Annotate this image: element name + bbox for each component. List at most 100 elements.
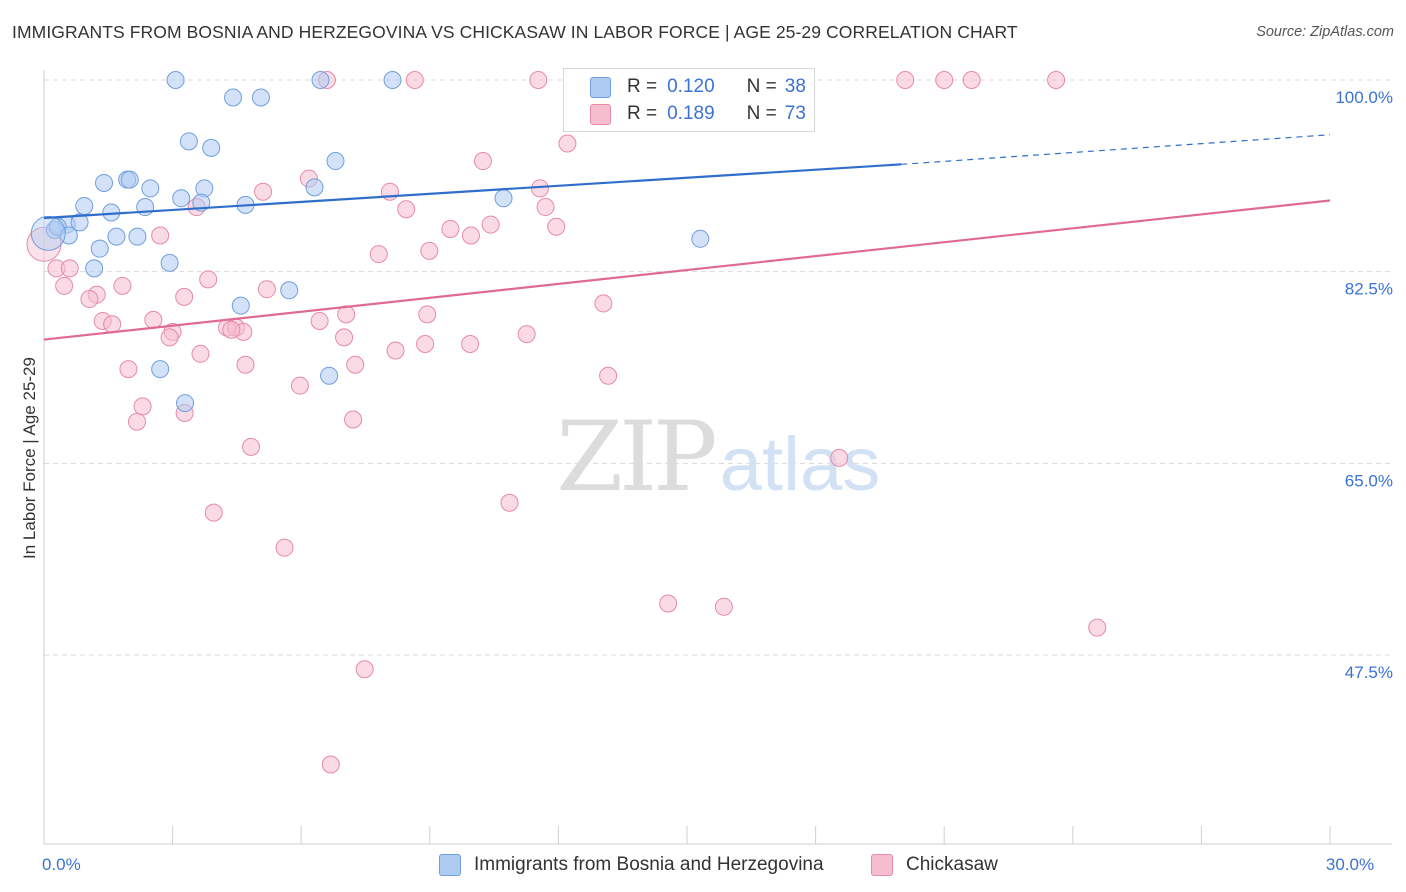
bosnia-point: [494, 189, 513, 208]
bosnia-point: [179, 132, 198, 151]
chickasaw-point: [536, 198, 555, 217]
chickasaw-point: [405, 71, 424, 89]
chickasaw-point: [355, 660, 374, 679]
bosnia-point: [172, 189, 191, 208]
y-axis-label: In Labor Force | Age 25-29: [20, 357, 39, 559]
series-legend: Immigrants from Bosnia and Herzegovina C…: [0, 852, 1406, 878]
tick-labels: 100.0% 82.5% 65.0% 47.5% 0.0% 30.0%: [42, 88, 1393, 874]
x-tick-label: 30.0%: [1326, 855, 1374, 874]
bosnia-point: [231, 296, 250, 315]
chickasaw-point: [191, 344, 210, 363]
y-tick-label: 47.5%: [1345, 663, 1393, 682]
chickasaw-point: [500, 493, 519, 512]
chickasaw-point: [144, 310, 163, 329]
bosnia-point: [75, 196, 94, 215]
bosnia-point: [320, 366, 339, 385]
legend-n-value: 38: [784, 76, 806, 97]
chickasaw-point: [236, 355, 255, 374]
y-tick-label: 100.0%: [1335, 88, 1393, 107]
bosnia-point: [224, 88, 243, 107]
bosnia-point: [90, 239, 109, 258]
chickasaw-point: [416, 334, 435, 353]
chickasaw-point: [344, 410, 363, 429]
bosnia-point: [70, 213, 89, 232]
legend-n-label: N =: [746, 103, 777, 124]
y-tick-label: 65.0%: [1345, 471, 1393, 490]
chickasaw-point: [275, 538, 294, 557]
chickasaw-point: [290, 376, 309, 395]
bosnia-point: [251, 88, 270, 107]
bosnia-trend-line: [43, 163, 902, 220]
chickasaw-point: [517, 325, 536, 344]
chickasaw-point: [128, 412, 147, 431]
chickasaw-point: [659, 594, 678, 613]
chickasaw-point: [160, 328, 179, 347]
chickasaw-point: [204, 503, 223, 522]
legend-item-chickasaw: Chickasaw: [871, 852, 998, 878]
chickasaw-point: [962, 71, 981, 89]
bosnia-point: [311, 71, 330, 89]
chickasaw-point: [714, 597, 733, 616]
watermark: ZIP atlas: [556, 401, 880, 513]
bosnia-point: [128, 227, 147, 246]
legend-swatch-bosnia: [590, 76, 611, 98]
chickasaw-point: [1088, 618, 1107, 637]
chickasaw-point: [321, 755, 340, 774]
chickasaw-point: [335, 328, 354, 347]
legend-r-value: 0.189: [667, 103, 715, 124]
bosnia-point: [166, 71, 185, 89]
chickasaw-point: [346, 355, 365, 374]
bosnia-point: [59, 226, 78, 245]
bosnia-point: [326, 152, 345, 171]
legend-row-bosnia: R = 0.120 N = 38: [564, 74, 806, 100]
legend-swatch-chickasaw: [871, 854, 893, 876]
stats-legend: R = 0.120 N = 38 R = 0.189 N = 73: [563, 68, 815, 132]
chickasaw-trend-line: [43, 199, 1331, 341]
chart-title: IMMIGRANTS FROM BOSNIA AND HERZEGOVINA V…: [12, 22, 1018, 42]
chickasaw-point: [558, 134, 577, 153]
chickasaw-point: [310, 311, 329, 330]
chickasaw-point: [441, 219, 460, 238]
chickasaw-point: [418, 305, 437, 324]
bosnia-points: [30, 71, 710, 413]
chickasaw-point: [461, 334, 480, 353]
bosnia-point: [176, 394, 195, 413]
chickasaw-point: [133, 397, 152, 416]
chickasaw-point: [530, 179, 549, 198]
chickasaw-point: [175, 287, 194, 306]
bosnia-point: [305, 178, 324, 197]
legend-r-label: R =: [627, 76, 658, 97]
legend-r-label: R =: [627, 103, 658, 124]
chickasaw-point: [935, 71, 954, 89]
chickasaw-point: [103, 315, 122, 334]
chickasaw-point: [369, 245, 388, 264]
chickasaw-point: [830, 448, 849, 467]
bosnia-point: [30, 215, 66, 251]
bosnia-point: [85, 259, 104, 278]
chickasaw-point: [151, 226, 170, 245]
bosnia-point: [141, 179, 160, 198]
chickasaw-point: [119, 360, 138, 379]
bosnia-point: [95, 173, 114, 192]
watermark-zip: ZIP: [556, 401, 715, 513]
chickasaw-point: [529, 71, 548, 89]
source-label: Source: ZipAtlas.com: [1256, 24, 1394, 40]
chickasaw-point: [60, 259, 79, 278]
bosnia-point: [151, 360, 170, 379]
chickasaw-point: [199, 270, 218, 289]
bosnia-point: [107, 227, 126, 246]
bosnia-point: [120, 170, 139, 189]
chickasaw-point: [222, 320, 241, 339]
chickasaw-point: [896, 71, 915, 89]
chickasaw-point: [113, 276, 132, 295]
bosnia-trend-extension: [901, 134, 1331, 165]
chickasaw-point: [473, 152, 492, 171]
y-tick-label: 82.5%: [1345, 280, 1393, 299]
chickasaw-point: [420, 241, 439, 260]
chickasaw-point: [594, 294, 613, 313]
legend-n-label: N =: [746, 76, 777, 97]
legend-n-value: 73: [784, 103, 806, 124]
chickasaw-point: [599, 366, 618, 385]
chickasaw-point: [242, 437, 261, 456]
